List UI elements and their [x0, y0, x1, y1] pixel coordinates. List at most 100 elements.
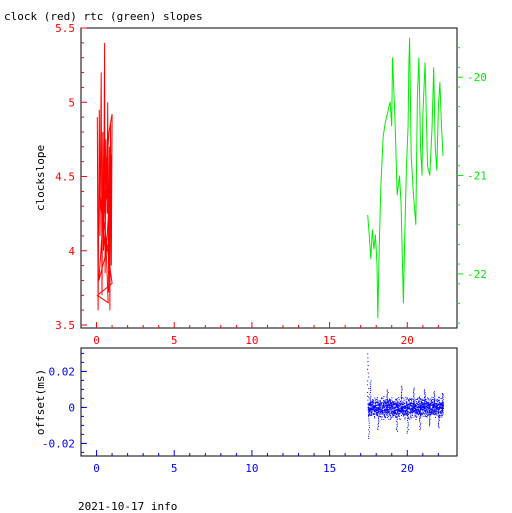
offset-point [386, 412, 388, 414]
offset-point [383, 403, 385, 405]
offset-point [437, 404, 439, 406]
offset-point [432, 410, 434, 411]
offset-point [415, 415, 417, 417]
offset-point [417, 409, 419, 411]
offset-point [439, 415, 441, 416]
offset-point [410, 405, 412, 406]
offset-point [394, 403, 396, 405]
offset-point [433, 413, 434, 415]
offset-point [410, 412, 412, 413]
offset-point [372, 406, 374, 408]
offset-point [411, 415, 413, 416]
offset-point [392, 404, 394, 405]
offset-point [377, 403, 379, 405]
offset-point [399, 411, 401, 413]
offset-point [384, 406, 386, 408]
offset-point [418, 409, 420, 411]
offset-point [440, 408, 442, 409]
offset-point [394, 411, 396, 413]
offset-point [429, 404, 431, 406]
offset-point [411, 405, 413, 407]
offset-point [421, 401, 423, 403]
offset-point [386, 405, 388, 406]
offset-spike-point [367, 372, 369, 374]
top-y-axis-label: clockslope [34, 145, 47, 211]
offset-point [422, 398, 424, 400]
offset-point [415, 406, 417, 408]
offset-point [440, 405, 442, 406]
offset-point [385, 414, 387, 416]
offset-point [392, 411, 394, 412]
offset-point [426, 413, 428, 415]
offset-point [428, 398, 430, 400]
offset-point [415, 399, 417, 401]
offset-point [372, 403, 374, 405]
offset-point [418, 406, 419, 408]
offset-point [411, 398, 412, 400]
offset-point [436, 413, 438, 415]
offset-point [370, 403, 372, 405]
offset-point [419, 396, 420, 398]
offset-point [381, 405, 383, 407]
offset-point [401, 408, 403, 410]
offset-point [422, 409, 423, 411]
offset-point [428, 410, 430, 412]
offset-point [409, 416, 411, 418]
offset-point [407, 404, 409, 406]
offset-point [384, 402, 386, 404]
offset-spike-point [396, 419, 398, 421]
offset-point [369, 409, 371, 411]
offset-point [369, 409, 370, 411]
bottom-y-tick-label: 0 [68, 401, 75, 414]
offset-point [416, 411, 417, 413]
offset-point [406, 397, 408, 399]
offset-point [385, 410, 386, 412]
offset-point [398, 399, 400, 401]
offset-point [441, 415, 443, 416]
offset-point [391, 411, 393, 413]
offset-point [420, 400, 422, 402]
offset-point [370, 412, 372, 414]
offset-point [380, 401, 382, 403]
offset-point [442, 413, 444, 415]
offset-point [373, 408, 375, 410]
offset-point [432, 399, 434, 400]
offset-point [439, 411, 441, 413]
offset-spike-point [419, 407, 421, 409]
top-x-tick-label: 15 [323, 334, 336, 347]
offset-point [442, 405, 444, 407]
offset-spike-point [378, 425, 380, 427]
offset-point [408, 399, 410, 401]
offset-point [434, 411, 435, 413]
offset-spike-point [370, 399, 372, 401]
offset-point [418, 407, 420, 409]
offset-point [405, 396, 407, 398]
offset-point [425, 403, 427, 405]
offset-spike-point [423, 390, 425, 392]
offset-spike-point [424, 407, 426, 409]
offset-point [425, 409, 427, 411]
offset-point [386, 399, 388, 401]
offset-point [371, 406, 373, 408]
footer-text: 2021-10-17 info [78, 500, 178, 513]
offset-point [384, 415, 386, 417]
offset-point [437, 406, 439, 408]
offset-point [433, 398, 435, 400]
offset-spike-point [419, 419, 421, 421]
offset-point [382, 413, 384, 415]
offset-spike-point [412, 407, 414, 409]
offset-point [378, 412, 379, 414]
offset-spike-point [441, 393, 443, 394]
offset-point [384, 401, 386, 403]
offset-point [417, 403, 419, 405]
offset-point [416, 411, 418, 413]
offset-point [389, 401, 391, 403]
offset-point [371, 405, 373, 407]
offset-point [371, 414, 373, 416]
offset-point [387, 401, 389, 403]
offset-spike-point [401, 385, 403, 387]
offset-spike-point [413, 400, 415, 402]
offset-point [390, 403, 392, 405]
offset-point [422, 406, 424, 407]
offset-point [402, 415, 404, 417]
